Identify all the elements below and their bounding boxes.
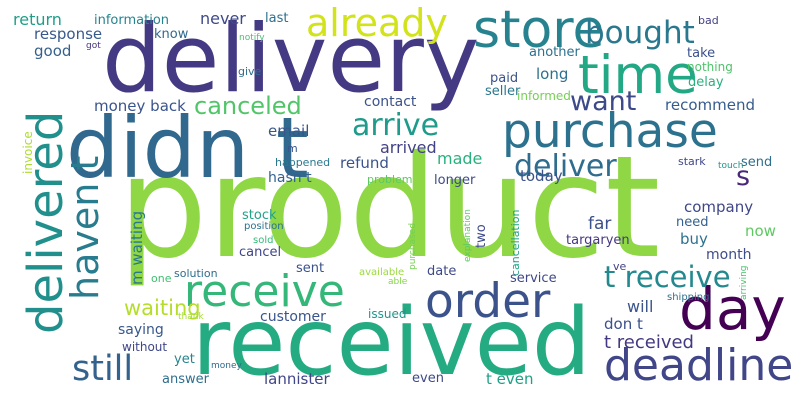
word-nothing: nothing [687,60,733,74]
word-will: will [627,297,654,316]
word-happened: happened [275,156,331,169]
word-deliver: deliver [514,149,617,184]
word-purchased: purchased [408,222,418,270]
word-hasnt: hasn t [268,170,312,186]
word-solution: solution [174,267,218,280]
word-take: take [687,46,716,61]
word-information: information [94,13,170,28]
word-explanation: explanation [463,209,473,262]
word-still: still [72,349,134,389]
word-know: know [154,27,189,42]
word-money-back: money back [94,97,186,115]
word-seller: seller [485,84,521,99]
word-send: send [741,155,773,170]
word-order: order [425,274,551,329]
word-dont: don t [604,315,643,333]
word-t-receive: t receive [604,260,731,294]
word-company: company [684,198,754,216]
word-notify: notify [239,33,265,43]
word-long: long [536,65,569,83]
word-another: another [529,45,580,60]
word-one: one [151,272,172,285]
word-m: m [287,142,298,155]
word-shipping: shipping [667,292,710,303]
word-stark: stark [678,155,706,168]
word-bought: bought [585,15,695,51]
word-lannister: lannister [264,370,330,388]
word-date: date [427,264,457,279]
word-s: s [736,161,751,192]
word-delivery: delivery [102,5,480,114]
word-able: able [388,277,408,287]
word-invoice: invoice [21,131,35,174]
word-canceled: canceled [194,92,302,120]
word-product: product [118,126,661,290]
word-contact: contact [364,94,417,110]
word-money: money [211,361,242,371]
word-issued: issued [368,307,407,321]
word-cancellation: cancellation [509,209,522,277]
word-arrived: arrived [380,138,437,157]
word-customer: customer [260,309,326,325]
word-available: available [359,267,405,278]
word-email: email [268,122,310,140]
word-give: give [238,65,262,78]
word-service: service [510,271,557,286]
word-m-waiting: m waiting [128,210,146,285]
word-delay: delay [688,75,724,90]
word-time: time [578,45,698,106]
word-purchase: purchase [502,104,718,159]
word-good: good [34,42,72,60]
word-refund: refund [340,154,389,172]
word-yet: yet [174,352,195,367]
word-today: today [520,167,563,185]
word-arriving: arriving [739,265,749,300]
word-longer: longer [434,173,476,188]
word-without: without [122,340,168,354]
word-touch: touch [718,161,744,171]
word-t-received: t received [604,332,694,353]
word-two: two [474,224,489,248]
word-even: even [412,371,444,386]
word-stock: stock [242,208,277,223]
word-receive: receive [184,266,345,317]
word-deadline: deadline [604,340,794,391]
word-last: last [265,11,289,26]
word-targaryen: targaryen [566,233,630,248]
word-saying: saying [118,322,164,338]
word-return: return [13,10,62,29]
word-thank: thank [178,312,204,322]
word-informed: informed [517,89,571,103]
word-far: far [588,214,612,234]
word-havent: haven t [63,155,107,300]
word-ve: ve [613,260,627,273]
word-day: day [679,275,786,343]
word-position: position [244,221,284,232]
word-sent: sent [296,261,325,276]
word-received: received [192,288,591,396]
word-got: got [86,41,101,51]
word-store: store [473,0,605,60]
word-made: made [437,149,483,168]
word-response: response [34,25,103,43]
word-never: never [200,9,246,28]
word-sold: sold [253,235,274,246]
word-month: month [706,247,752,263]
word-waiting: waiting [124,296,201,320]
word-arrive: arrive [352,108,440,143]
word-t-even: t even [486,370,534,388]
word-problem: problem [367,173,413,186]
word-now: now [745,222,776,240]
word-cancel: cancel [239,245,282,260]
word-bad: bad [698,14,719,27]
word-already: already [306,1,448,45]
word-answer: answer [162,372,209,387]
word-recommend: recommend [665,96,755,114]
word-want: want [570,86,637,117]
word-buy: buy [680,230,708,248]
word-didnt: didn t [66,99,309,197]
word-paid: paid [490,71,519,86]
word-need: need [676,215,709,230]
